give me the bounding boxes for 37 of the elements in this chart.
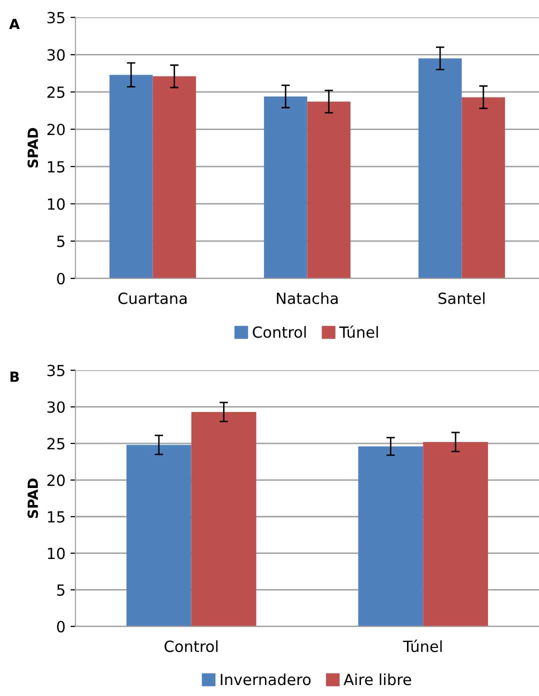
y-tick-label: 25: [47, 438, 64, 450]
bar: [358, 446, 424, 626]
y-tick-label: 35: [47, 364, 64, 376]
x-tick-label: Santel: [438, 292, 484, 304]
chart-title: A: [9, 18, 20, 30]
x-tick-label: Natacha: [276, 292, 338, 304]
legend-label: Túnel: [339, 325, 378, 338]
bar: [307, 102, 350, 278]
bar: [152, 76, 196, 278]
y-tick-label: 15: [48, 511, 64, 523]
y-tick-label: 10: [48, 548, 65, 560]
legend-label: Control: [252, 326, 306, 338]
bar: [126, 444, 192, 626]
bar: [462, 97, 506, 278]
x-tick-label: Cuartana: [118, 292, 187, 304]
chart-title: B: [10, 372, 19, 382]
y-tick-label: 30: [47, 401, 65, 413]
bar: [418, 58, 462, 278]
y-tick-label: 20: [47, 474, 65, 486]
y-tick-label: 30: [47, 49, 65, 61]
y-tick-label: 10: [48, 198, 65, 210]
bar: [264, 96, 308, 278]
y-tick-label: 5: [57, 236, 64, 248]
y-tick-label: 0: [57, 620, 65, 632]
y-tick-label: 5: [57, 584, 64, 596]
y-tick-label: 0: [57, 272, 65, 284]
y-axis-title: SPAD: [28, 478, 38, 518]
y-tick-label: 20: [47, 124, 65, 136]
bar: [423, 442, 488, 626]
legend-label: Invernadero: [220, 673, 311, 686]
y-tick-label: 15: [48, 161, 64, 173]
y-axis-title: SPAD: [28, 128, 38, 168]
y-tick-label: 25: [47, 86, 64, 98]
y-tick-label: 35: [47, 12, 64, 24]
bar: [191, 412, 256, 626]
bar: [109, 74, 153, 278]
legend-label: Aire libre: [344, 673, 412, 686]
